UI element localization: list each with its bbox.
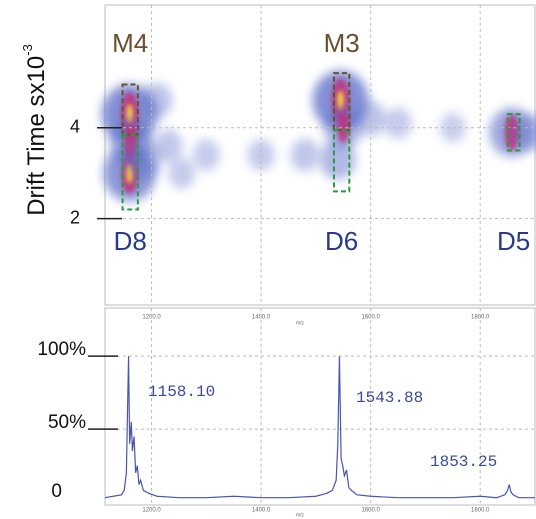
x-tick-label: 1200.0 (142, 508, 161, 514)
region-label: M4 (112, 28, 148, 58)
spot (192, 139, 220, 171)
spot-core (336, 112, 350, 143)
x-tick-label: 1600.0 (361, 508, 380, 514)
heatmap-spots (101, 70, 536, 202)
spot (153, 129, 183, 163)
region-label: M3 (324, 28, 360, 58)
peak-label: 1158.10 (148, 383, 215, 401)
peak-label: 1543.88 (356, 389, 423, 407)
region-box (121, 83, 139, 136)
spot (384, 107, 412, 139)
y-tick-label: 2 (70, 207, 80, 227)
region-label: D5 (497, 226, 530, 256)
region-box (332, 129, 351, 193)
x-tick-label: 1800.0 (471, 508, 490, 514)
y-tick-label: 50% (48, 412, 86, 433)
spot (440, 113, 466, 143)
spot (168, 157, 196, 189)
spot (513, 113, 536, 151)
x-tick-label: 1200.0 (142, 315, 161, 321)
spectrum-line (104, 356, 535, 499)
spot (290, 138, 320, 172)
spot (141, 83, 173, 118)
x-tick-label: 1400.0 (252, 315, 271, 321)
y-axis-title-exponent: -3 (20, 44, 35, 56)
y-tick-label: 100% (37, 339, 86, 360)
x-axis-title: m/z (296, 512, 305, 518)
x-tick-label: 1600.0 (361, 315, 380, 321)
x-axis-title: m/z (296, 320, 305, 326)
region-box (332, 72, 351, 131)
region-box (121, 133, 139, 211)
x-tick-label: 1800.0 (471, 315, 490, 321)
spot (355, 101, 387, 137)
spot (319, 139, 356, 180)
y-tick-label: 0 (51, 481, 62, 502)
y-tick-label: 4 (70, 116, 80, 136)
y-axis-title-text: Drift Time sx10 (23, 56, 50, 216)
spectrum-frame (104, 307, 536, 506)
peak-label: 1853.25 (430, 453, 497, 471)
region-label: D8 (114, 226, 147, 256)
region-label: D6 (325, 226, 358, 256)
y-axis-title: Drift Time sx10-3 (20, 44, 50, 216)
spot-peak (337, 90, 344, 111)
x-tick-label: 1400.0 (252, 508, 271, 514)
